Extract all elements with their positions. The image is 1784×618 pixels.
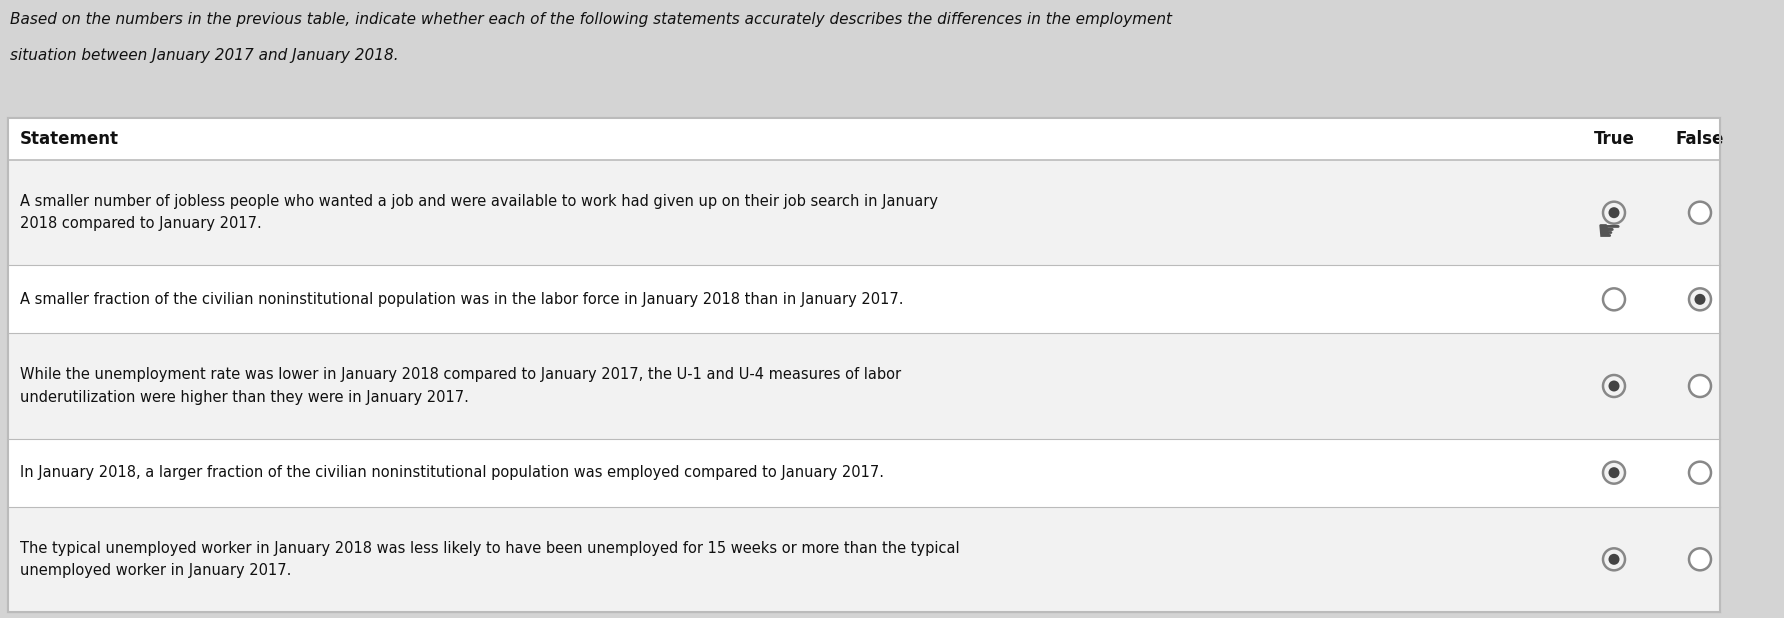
- Ellipse shape: [1609, 467, 1620, 478]
- Bar: [7, 265, 1720, 333]
- Text: True: True: [1593, 130, 1634, 148]
- Bar: [7, 118, 1720, 612]
- Text: While the unemployment rate was lower in January 2018 compared to January 2017, : While the unemployment rate was lower in…: [20, 367, 901, 405]
- Bar: [7, 333, 1720, 439]
- Text: In January 2018, a larger fraction of the civilian noninstitutional population w: In January 2018, a larger fraction of th…: [20, 465, 885, 480]
- Ellipse shape: [1604, 201, 1625, 224]
- Ellipse shape: [1689, 548, 1711, 570]
- Text: False: False: [1675, 130, 1723, 148]
- Ellipse shape: [1689, 201, 1711, 224]
- Text: Based on the numbers in the previous table, indicate whether each of the followi: Based on the numbers in the previous tab…: [11, 12, 1172, 27]
- Bar: [7, 160, 1720, 265]
- Ellipse shape: [1689, 462, 1711, 484]
- Text: Statement: Statement: [20, 130, 120, 148]
- Ellipse shape: [1609, 207, 1620, 218]
- Ellipse shape: [1604, 375, 1625, 397]
- Ellipse shape: [1609, 381, 1620, 391]
- Ellipse shape: [1604, 462, 1625, 484]
- Text: A smaller number of jobless people who wanted a job and were available to work h: A smaller number of jobless people who w…: [20, 194, 938, 231]
- Ellipse shape: [1604, 548, 1625, 570]
- Ellipse shape: [1609, 554, 1620, 565]
- Ellipse shape: [1604, 289, 1625, 310]
- Bar: [7, 439, 1720, 507]
- Ellipse shape: [1689, 289, 1711, 310]
- Ellipse shape: [1689, 375, 1711, 397]
- Bar: [7, 118, 1720, 612]
- Text: ☛: ☛: [1597, 218, 1622, 246]
- Text: A smaller fraction of the civilian noninstitutional population was in the labor : A smaller fraction of the civilian nonin…: [20, 292, 903, 307]
- Text: situation between January 2017 and January 2018.: situation between January 2017 and Janua…: [11, 48, 398, 63]
- Ellipse shape: [1695, 294, 1706, 305]
- Bar: [7, 118, 1720, 160]
- Text: The typical unemployed worker in January 2018 was less likely to have been unemp: The typical unemployed worker in January…: [20, 541, 960, 578]
- Bar: [7, 507, 1720, 612]
